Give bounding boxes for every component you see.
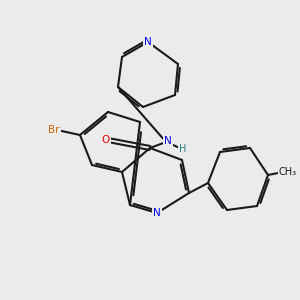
Text: H: H bbox=[179, 144, 187, 154]
Text: CH₃: CH₃ bbox=[279, 167, 297, 177]
Text: Br: Br bbox=[48, 125, 60, 135]
Text: N: N bbox=[153, 208, 161, 218]
Text: O: O bbox=[102, 135, 110, 145]
Text: N: N bbox=[144, 37, 152, 47]
Text: N: N bbox=[164, 136, 172, 146]
